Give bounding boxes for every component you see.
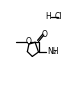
Text: O: O <box>25 37 31 46</box>
Text: Cl: Cl <box>55 12 62 21</box>
Text: 2: 2 <box>52 50 56 55</box>
Text: O: O <box>41 30 47 39</box>
Text: NH: NH <box>47 47 59 56</box>
Text: H: H <box>46 12 51 21</box>
